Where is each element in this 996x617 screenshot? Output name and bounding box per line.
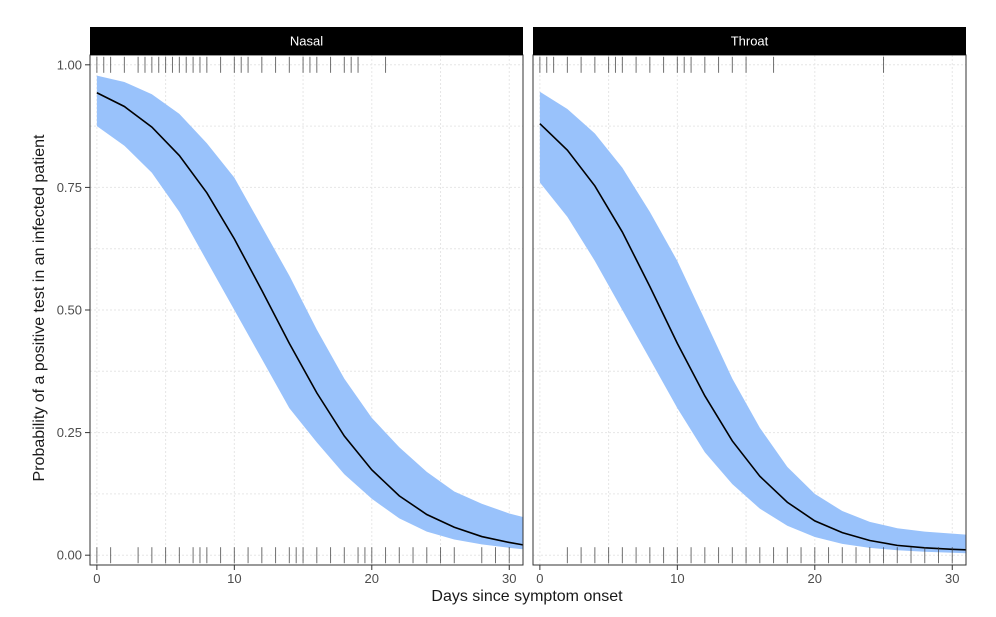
panel-nasal: Nasal 0 10 20 30 [89, 27, 524, 586]
y-tick-label: 1.00 [57, 57, 82, 72]
x-tick-label: 30 [502, 571, 516, 586]
panel-throat: Throat 0 10 20 30 [532, 27, 967, 586]
x-tick-label: 20 [808, 571, 822, 586]
x-tick-label: 30 [945, 571, 959, 586]
x-tick-label: 10 [227, 571, 241, 586]
facet-strip-label: Throat [731, 34, 769, 49]
fitted-probability-line [96, 92, 524, 546]
x-tick-label: 20 [365, 571, 379, 586]
facet-strip [533, 27, 966, 55]
confidence-band [539, 91, 966, 554]
fitted-probability-line [539, 123, 967, 551]
panels: 0.00 0.25 0.50 0.75 1.00 Nasal 0 10 20 30 Throat 0 1… [57, 27, 967, 586]
y-tick-label: 0.00 [57, 548, 82, 563]
y-tick-label: 0.75 [57, 180, 82, 195]
facet-strip [90, 27, 523, 55]
x-tick-label: 10 [670, 571, 684, 586]
y-axis-title: Probability of a positive test in an inf… [31, 134, 48, 481]
x-tick-label: 0 [93, 571, 100, 586]
x-axis-title: Days since symptom onset [431, 588, 623, 605]
y-tick-label: 0.25 [57, 425, 82, 440]
confidence-band [96, 75, 524, 550]
y-tick-label: 0.50 [57, 303, 82, 318]
x-tick-label: 0 [536, 571, 543, 586]
facet-strip-label: Nasal [290, 34, 323, 49]
